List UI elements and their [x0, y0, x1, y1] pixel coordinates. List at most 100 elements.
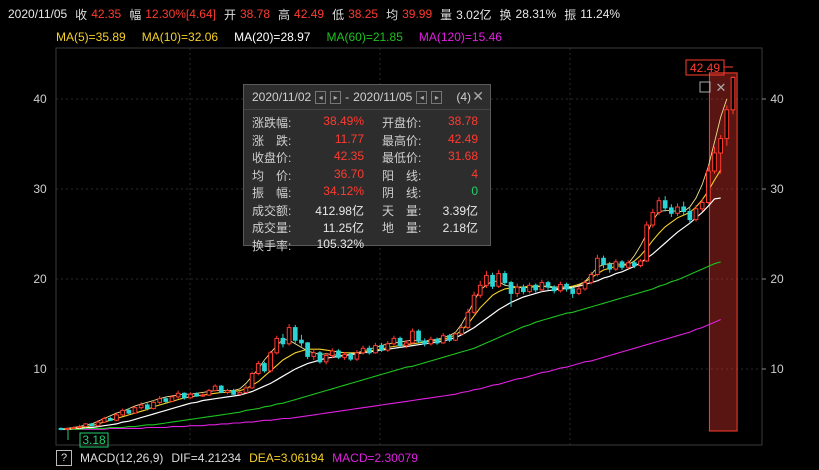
candle-body — [527, 284, 532, 293]
candle-body — [249, 373, 255, 389]
open-value: 38.78 — [239, 7, 271, 21]
candle-body — [570, 288, 576, 294]
candle-body — [533, 284, 539, 291]
macd-bar: ? MACD(12,26,9) DIF=4.21234 DEA=3.06194 … — [56, 448, 418, 468]
popup-row: 涨 跌: 11.77 最高价: 42.49 — [244, 132, 490, 149]
stat-value: 2.18亿 — [442, 221, 478, 235]
close-icon[interactable]: ✕ — [472, 88, 484, 104]
end-prev-icon[interactable]: ◂ — [416, 90, 428, 104]
candle-body — [237, 391, 243, 395]
candle-body — [354, 352, 360, 360]
candle-body — [360, 347, 366, 354]
candle-body — [705, 170, 711, 203]
range-value: 12.30%[4.64] — [145, 7, 216, 21]
candle-body — [305, 342, 310, 357]
candle-body — [120, 409, 126, 416]
candle-body — [255, 363, 261, 375]
candle-body — [366, 347, 372, 354]
candle-body — [181, 392, 187, 399]
candle-body — [693, 208, 699, 221]
candle-body — [373, 345, 378, 354]
end-next-icon[interactable]: ▸ — [431, 90, 443, 104]
help-icon[interactable]: ? — [56, 450, 72, 466]
candle-body — [471, 294, 477, 313]
range-count: (4) — [456, 90, 472, 104]
candle-body — [582, 282, 588, 290]
candle-body — [126, 409, 132, 414]
stat-label: 开盘价: — [382, 116, 422, 130]
stat-value: 412.98亿 — [315, 203, 364, 218]
start-next-icon[interactable]: ▸ — [330, 90, 342, 104]
stat-label: 成交额: — [252, 203, 292, 218]
high-label: 高 — [278, 7, 291, 22]
candle-body — [422, 340, 428, 345]
candle-body — [724, 109, 730, 140]
avg-label: 均 — [386, 7, 399, 22]
candle-body — [613, 261, 619, 270]
candle-body — [410, 330, 415, 344]
candle-body — [434, 338, 440, 344]
candle-body — [157, 398, 162, 403]
candle-body — [218, 385, 224, 393]
close-value: 42.35 — [91, 7, 122, 21]
candle-body — [588, 274, 594, 284]
candle-body — [206, 390, 212, 396]
stat-value: 0 — [471, 184, 478, 198]
range-stats-popup[interactable]: 2020/11/02 ◂ ▸ - 2020/11/05 ◂ ▸ (4) ✕ 涨跌幅:… — [243, 84, 491, 253]
candle-body — [336, 350, 341, 358]
candle-body — [521, 286, 526, 293]
stat-label: 涨跌幅: — [252, 116, 292, 130]
candle-body — [299, 339, 304, 344]
stat-label: 最高价: — [382, 133, 422, 148]
candle-body — [58, 427, 64, 430]
candle-body — [89, 423, 95, 427]
candle-body — [730, 76, 736, 111]
popup-row: 均 价: 36.70 阳 线: 4 — [244, 167, 490, 184]
stat-label: 成交量: — [252, 221, 292, 235]
candle-body — [718, 138, 724, 154]
candle-body — [514, 286, 520, 294]
candle-body — [465, 311, 471, 329]
ma20-legend: MA(20)=28.97 — [234, 30, 311, 44]
candle-body — [243, 387, 249, 393]
candle-body — [644, 224, 650, 262]
stat-value: 38.49% — [323, 114, 364, 128]
stat-value: 42.49 — [447, 131, 478, 146]
stat-label: 地 量: — [382, 221, 422, 235]
candle-body — [132, 407, 138, 414]
stat-label: 换手率: — [252, 238, 292, 253]
candle-body — [545, 282, 551, 288]
candle-body — [638, 260, 643, 266]
popup-row: 成交量: 11.25亿 地 量: 2.18亿 — [244, 219, 490, 236]
candle-body — [385, 343, 391, 351]
candle-body — [576, 288, 582, 294]
amp-label: 振 — [564, 7, 577, 22]
range-separator: - — [345, 90, 350, 104]
start-prev-icon[interactable]: ◂ — [315, 90, 327, 104]
plot-frame — [55, 47, 763, 446]
candle-body — [64, 427, 70, 430]
candle-body — [712, 152, 717, 172]
candle-body — [440, 335, 446, 344]
popup-row: 成交额: 412.98亿 天 量: 3.39亿 — [244, 202, 490, 219]
range-end-date: 2020/11/05 — [353, 90, 413, 104]
candle-body — [484, 274, 489, 286]
popup-row: 换手率: 105.32% — [244, 237, 490, 254]
min-label: 3.18 — [82, 433, 106, 447]
range-label: 幅 — [129, 7, 142, 22]
open-label: 开 — [223, 7, 236, 22]
candle-body — [656, 200, 662, 213]
macd-name[interactable]: MACD(12,26,9) — [80, 451, 164, 465]
stat-label: 涨 跌: — [252, 133, 292, 148]
stat-value: 11.25亿 — [322, 221, 364, 235]
candle-body — [558, 283, 563, 292]
ma5-legend: MA(5)=35.89 — [56, 30, 126, 44]
candle-body — [619, 261, 625, 268]
candle-body — [163, 398, 169, 402]
stat-value: 31.68 — [447, 149, 478, 163]
stat-value: 3.39亿 — [442, 203, 478, 218]
candle-body — [453, 333, 458, 341]
stat-label: 阴 线: — [382, 186, 422, 200]
candle-body — [601, 257, 606, 266]
